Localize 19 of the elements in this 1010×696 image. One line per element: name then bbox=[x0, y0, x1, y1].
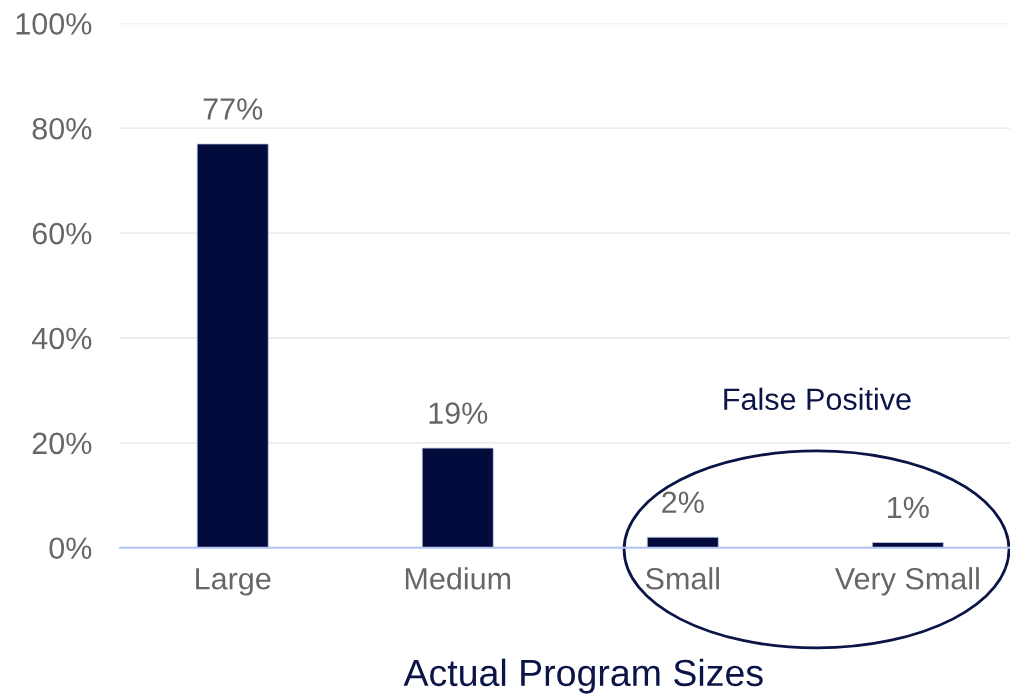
data-label: 77% bbox=[203, 98, 263, 120]
x-tick-label: Medium bbox=[405, 567, 511, 590]
bar bbox=[196, 143, 269, 548]
y-tick-label: 20% bbox=[32, 432, 92, 455]
y-tick-label: 0% bbox=[49, 537, 92, 560]
data-label: 19% bbox=[429, 402, 488, 424]
bar bbox=[421, 447, 494, 548]
y-tick-label: 80% bbox=[32, 117, 92, 140]
data-label: 1% bbox=[888, 496, 929, 519]
x-axis-title: Actual Program Sizes bbox=[403, 658, 763, 694]
x-tick-label: Very Small bbox=[834, 567, 979, 596]
y-tick-label: 40% bbox=[31, 327, 92, 350]
annotation: False Positive bbox=[724, 387, 911, 411]
y-tick-label: 60% bbox=[32, 222, 92, 245]
x-tick-label: Small bbox=[645, 567, 719, 590]
x-tick-label: Large bbox=[196, 568, 271, 596]
bar bbox=[646, 536, 719, 548]
y-tick-label: 100% bbox=[16, 13, 92, 35]
data-label: 2% bbox=[662, 491, 704, 513]
